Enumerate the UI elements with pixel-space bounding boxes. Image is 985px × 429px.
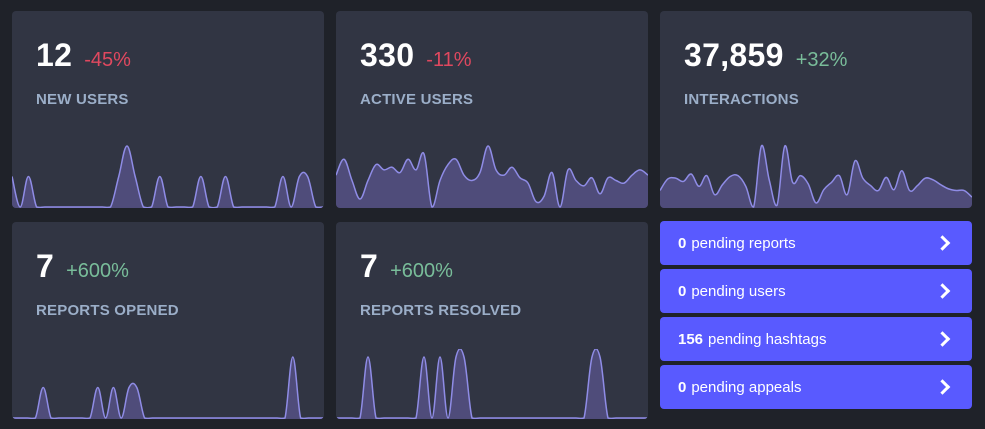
sparkline-area bbox=[336, 349, 648, 419]
pending-text: pending reports bbox=[691, 234, 796, 252]
sparkline-line bbox=[336, 349, 648, 419]
sparkline-line bbox=[336, 145, 648, 208]
sparkline-chart bbox=[12, 145, 324, 208]
pending-count: 156 bbox=[678, 330, 704, 348]
sparkline-line bbox=[12, 145, 324, 208]
pending-count: 0 bbox=[678, 378, 687, 396]
stat-card-reports-resolved: 7 +600% REPORTS RESOLVED bbox=[336, 222, 648, 419]
stat-card-reports-opened: 7 +600% REPORTS OPENED bbox=[12, 222, 324, 419]
sparkline-area bbox=[660, 145, 972, 208]
pending-count: 0 bbox=[678, 234, 687, 252]
pending-text: pending hashtags bbox=[708, 330, 827, 348]
stat-value-row: 330 -11% bbox=[360, 37, 472, 74]
chevron-right-icon bbox=[934, 379, 951, 395]
sparkline-chart bbox=[336, 145, 648, 208]
stat-label: NEW USERS bbox=[36, 91, 129, 108]
sparkline-area bbox=[12, 357, 324, 419]
stat-change: +32% bbox=[795, 49, 848, 71]
stat-value: 7 bbox=[36, 248, 55, 284]
pending-appeals-button[interactable]: 0 pending appeals bbox=[660, 365, 972, 409]
stat-value-row: 7 +600% bbox=[36, 248, 129, 285]
chevron-right-icon bbox=[934, 283, 951, 299]
stat-label: INTERACTIONS bbox=[684, 91, 799, 108]
stat-value-row: 7 +600% bbox=[360, 248, 453, 285]
stat-value: 37,859 bbox=[684, 37, 784, 73]
stat-change: -45% bbox=[84, 49, 131, 71]
pending-users-button[interactable]: 0 pending users bbox=[660, 269, 972, 313]
pending-hashtags-button[interactable]: 156 pending hashtags bbox=[660, 317, 972, 361]
pending-text: pending appeals bbox=[691, 378, 802, 396]
pending-count: 0 bbox=[678, 282, 687, 300]
stat-change: +600% bbox=[390, 260, 453, 282]
stat-card-active-users: 330 -11% ACTIVE USERS bbox=[336, 11, 648, 208]
sparkline-chart bbox=[336, 349, 648, 419]
stat-value: 7 bbox=[360, 248, 379, 284]
stat-card-new-users: 12 -45% NEW USERS bbox=[12, 11, 324, 208]
sparkline-chart bbox=[12, 356, 324, 419]
stat-label: REPORTS RESOLVED bbox=[360, 302, 522, 319]
stat-value: 330 bbox=[360, 37, 415, 73]
stat-value: 12 bbox=[36, 37, 73, 73]
stat-change: +600% bbox=[66, 260, 129, 282]
stat-label: REPORTS OPENED bbox=[36, 302, 179, 319]
chevron-right-icon bbox=[934, 331, 951, 347]
chevron-right-icon bbox=[934, 235, 951, 251]
stat-card-interactions: 37,859 +32% INTERACTIONS bbox=[660, 11, 972, 208]
sparkline-line bbox=[660, 144, 972, 208]
pending-reports-button[interactable]: 0 pending reports bbox=[660, 221, 972, 265]
stat-change: -11% bbox=[426, 49, 472, 71]
sparkline-line bbox=[12, 356, 324, 419]
stat-label: ACTIVE USERS bbox=[360, 91, 474, 108]
sparkline-area bbox=[336, 145, 648, 208]
pending-text: pending users bbox=[691, 282, 786, 300]
stat-value-row: 12 -45% bbox=[36, 37, 131, 74]
sparkline-chart bbox=[660, 144, 972, 208]
stat-value-row: 37,859 +32% bbox=[684, 37, 847, 74]
